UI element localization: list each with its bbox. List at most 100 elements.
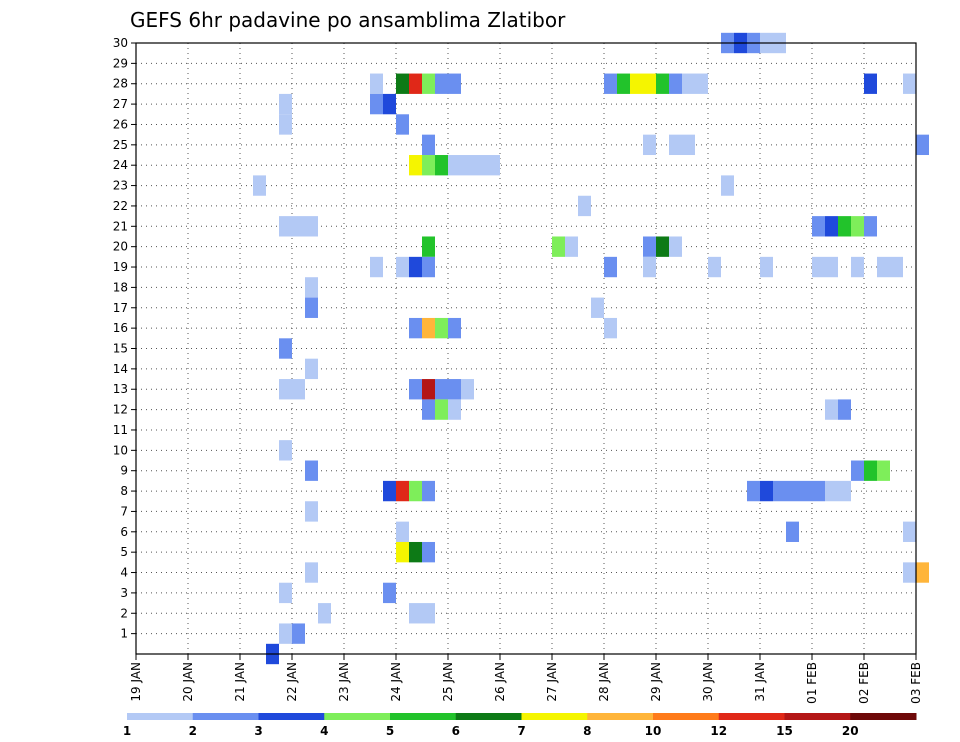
precip-cell xyxy=(630,73,656,94)
precip-cell xyxy=(305,501,318,522)
legend-label: 1 xyxy=(123,724,131,738)
y-tick-label: 29 xyxy=(113,56,128,70)
legend-swatch xyxy=(258,713,325,720)
precip-cell xyxy=(279,440,292,461)
precip-cell xyxy=(604,73,617,94)
y-tick-label: 27 xyxy=(113,97,128,111)
precip-cell xyxy=(409,379,422,400)
y-tick-label: 8 xyxy=(120,484,128,498)
precip-cell xyxy=(903,73,916,94)
precip-cell xyxy=(448,399,461,420)
legend-swatch xyxy=(192,713,259,720)
legend-swatch xyxy=(850,713,917,720)
precip-cell xyxy=(396,521,409,542)
x-tick-label: 01 FEB xyxy=(805,662,819,704)
y-tick-label: 26 xyxy=(113,117,128,131)
legend-swatch xyxy=(127,713,194,720)
y-tick-label: 24 xyxy=(113,158,128,172)
legend-label: 6 xyxy=(452,724,460,738)
precip-cell xyxy=(318,603,331,624)
precip-cell xyxy=(279,338,292,359)
precip-cell xyxy=(916,562,929,583)
precip-cell xyxy=(253,175,266,196)
precip-cell xyxy=(409,480,422,502)
y-tick-label: 18 xyxy=(113,280,128,294)
precip-cell xyxy=(409,603,435,624)
precip-cell xyxy=(643,256,656,278)
precip-cell xyxy=(773,480,825,502)
precip-cell xyxy=(877,460,890,481)
legend-swatch xyxy=(455,713,522,720)
precip-cell xyxy=(851,216,864,237)
precip-cell xyxy=(617,73,630,94)
y-tick-label: 7 xyxy=(120,504,128,518)
precip-cell xyxy=(903,521,916,542)
x-tick-label: 25 JAN xyxy=(441,662,455,702)
precip-cell xyxy=(422,480,435,502)
precip-cell xyxy=(591,297,604,318)
precip-cell xyxy=(565,236,578,257)
precip-cell xyxy=(370,93,383,115)
precip-cell xyxy=(383,582,396,604)
precip-cell xyxy=(383,93,396,115)
x-tick-label: 23 JAN xyxy=(337,662,351,702)
x-tick-label: 30 JAN xyxy=(701,662,715,702)
precip-cell xyxy=(396,256,409,278)
y-axis: 1234567891011121314151617181920212223242… xyxy=(113,36,136,641)
y-tick-label: 6 xyxy=(120,525,128,539)
precip-cell xyxy=(396,73,409,94)
legend-label: 20 xyxy=(842,724,859,738)
precip-cell xyxy=(422,73,435,94)
precip-cell xyxy=(877,256,903,278)
precip-cell xyxy=(305,277,318,298)
x-axis: 19 JAN 20 JAN 21 JAN 22 JAN 23 JAN 24 JAN 25 J… xyxy=(129,654,923,704)
y-tick-label: 25 xyxy=(113,138,128,152)
precip-cell xyxy=(396,541,409,563)
precip-cell xyxy=(279,93,292,115)
precip-cell xyxy=(422,379,435,400)
y-tick-label: 17 xyxy=(113,301,128,315)
precip-cell xyxy=(435,379,461,400)
precip-cell xyxy=(916,134,929,156)
legend-label: 2 xyxy=(189,724,197,738)
x-tick-label: 20 JAN xyxy=(181,662,195,702)
y-tick-label: 5 xyxy=(120,545,128,559)
data-cells xyxy=(253,32,929,665)
legend-swatch xyxy=(653,713,720,720)
legend-label: 3 xyxy=(254,724,262,738)
precip-cell xyxy=(669,73,682,94)
precip-cell xyxy=(409,73,422,94)
legend-label: 7 xyxy=(517,724,525,738)
precip-cell xyxy=(864,73,877,94)
legend-label: 15 xyxy=(776,724,793,738)
y-tick-label: 20 xyxy=(113,240,128,254)
precip-cell xyxy=(812,216,825,237)
y-tick-label: 2 xyxy=(120,606,128,620)
precip-cell xyxy=(825,480,851,502)
precip-cell xyxy=(279,623,292,644)
y-tick-label: 4 xyxy=(120,566,128,580)
precip-cell xyxy=(279,216,318,237)
precip-cell xyxy=(604,317,617,339)
precip-cell xyxy=(370,73,383,94)
legend-label: 8 xyxy=(583,724,591,738)
precip-cell xyxy=(305,460,318,481)
precip-cell xyxy=(643,134,656,156)
legend-swatch xyxy=(324,713,391,720)
x-tick-label: 29 JAN xyxy=(649,662,663,702)
chart-title: GEFS 6hr padavine po ansamblima Zlatibor xyxy=(130,8,566,32)
precip-cell xyxy=(461,379,474,400)
x-tick-label: 19 JAN xyxy=(129,662,143,702)
precip-cell xyxy=(747,480,760,502)
precip-cell xyxy=(409,317,422,339)
precip-cell xyxy=(396,114,409,135)
y-tick-label: 15 xyxy=(113,342,128,356)
precip-cell xyxy=(864,216,877,237)
precip-cell xyxy=(682,73,708,94)
precip-cell xyxy=(292,623,305,644)
precip-cell xyxy=(409,541,422,563)
precip-cell xyxy=(435,317,448,339)
y-tick-label: 9 xyxy=(120,464,128,478)
precip-cell xyxy=(435,399,448,420)
y-tick-label: 22 xyxy=(113,199,128,213)
